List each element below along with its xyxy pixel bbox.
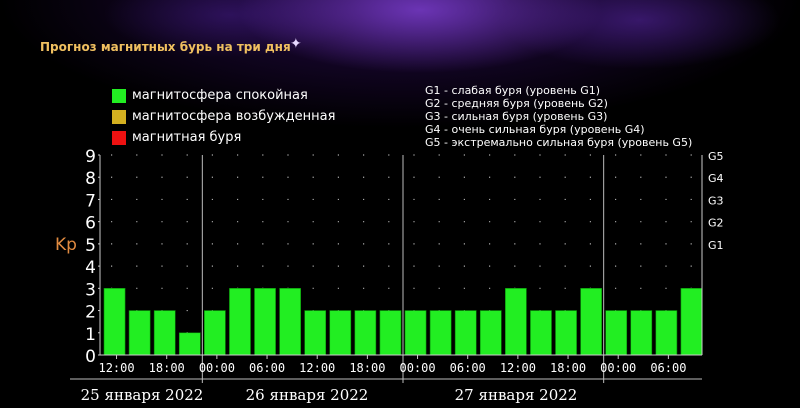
kp-bar bbox=[178, 332, 201, 356]
kp-bar bbox=[630, 310, 653, 356]
day-label: 26 января 2022 bbox=[246, 386, 369, 404]
kp-bar bbox=[354, 310, 377, 356]
storm-level-g2: G2 - средняя буря (уровень G2) bbox=[425, 97, 608, 110]
y-axis-title: Kp bbox=[55, 235, 77, 255]
legend-swatch-calm bbox=[112, 88, 126, 103]
x-tick-label: 18:00 bbox=[550, 361, 586, 375]
legend-swatch-storm bbox=[112, 130, 126, 145]
x-tick-label: 00:00 bbox=[600, 361, 636, 375]
g-level-tick-label: G2 bbox=[708, 217, 724, 230]
kp-bar bbox=[153, 310, 176, 356]
y-tick-label: 6 bbox=[85, 214, 96, 234]
g-level-tick-label: G4 bbox=[708, 172, 724, 185]
kp-bar bbox=[479, 310, 502, 356]
storm-level-g4: G4 - очень сильная буря (уровень G4) bbox=[425, 123, 645, 136]
kp-bar bbox=[505, 288, 527, 356]
kp-bar bbox=[103, 288, 126, 356]
legend-label-storm: магнитная буря bbox=[132, 130, 242, 145]
y-tick-label: 9 bbox=[85, 147, 96, 167]
g-level-tick-label: G1 bbox=[708, 239, 724, 252]
kp-bar bbox=[229, 288, 251, 356]
sparkle-icon: ✦ bbox=[290, 36, 302, 52]
kp-bar bbox=[655, 310, 678, 356]
activity-legend: магнитосфера спокойная магнитосфера возб… bbox=[112, 85, 335, 148]
y-tick-label: 2 bbox=[85, 303, 96, 323]
x-tick-label: 12:00 bbox=[98, 361, 134, 375]
legend-label-excited: магнитосфера возбужденная bbox=[132, 109, 336, 124]
page-title: Прогноз магнитных бурь на три дня bbox=[40, 40, 291, 54]
legend-item-calm: магнитосфера спокойная bbox=[112, 85, 335, 106]
y-tick-label: 0 bbox=[85, 347, 96, 367]
kp-bar bbox=[404, 310, 427, 356]
kp-bar bbox=[304, 310, 327, 356]
storm-level-g3: G3 - сильная буря (уровень G3) bbox=[425, 110, 608, 123]
y-tick-label: 3 bbox=[85, 280, 96, 300]
y-tick-label: 5 bbox=[85, 236, 96, 256]
kp-bar bbox=[605, 310, 628, 356]
storm-level-legend: G1 - слабая буря (уровень G1) G2 - средн… bbox=[425, 84, 692, 149]
legend-item-excited: магнитосфера возбужденная bbox=[112, 106, 335, 127]
kp-bar bbox=[429, 310, 452, 356]
x-tick-label: 06:00 bbox=[650, 361, 686, 375]
y-tick-label: 7 bbox=[85, 191, 96, 211]
y-tick-label: 4 bbox=[85, 258, 96, 278]
legend-swatch-excited bbox=[112, 109, 126, 124]
kp-bar bbox=[555, 310, 577, 356]
kp-bar bbox=[279, 288, 301, 356]
kp-bar bbox=[204, 310, 226, 356]
kp-bar bbox=[580, 288, 602, 356]
g-level-tick-label: G3 bbox=[708, 194, 724, 207]
kp-bar bbox=[329, 310, 352, 356]
kp-bar bbox=[254, 288, 276, 356]
x-tick-label: 00:00 bbox=[199, 361, 235, 375]
kp-bar bbox=[379, 310, 402, 356]
storm-level-g5: G5 - экстремально сильная буря (уровень … bbox=[425, 136, 693, 149]
g-level-tick-label: G5 bbox=[708, 150, 724, 163]
kp-bar bbox=[530, 310, 552, 356]
x-tick-label: 12:00 bbox=[299, 361, 335, 375]
kp-bar bbox=[128, 310, 151, 356]
storm-level-g1: G1 - слабая буря (уровень G1) bbox=[425, 84, 601, 97]
x-tick-label: 06:00 bbox=[450, 361, 486, 375]
legend-label-calm: магнитосфера спокойная bbox=[132, 88, 308, 103]
x-tick-label: 18:00 bbox=[149, 361, 185, 375]
x-tick-label: 00:00 bbox=[399, 361, 435, 375]
kp-bar bbox=[680, 288, 703, 356]
legend-item-storm: магнитная буря bbox=[112, 127, 335, 148]
x-tick-label: 18:00 bbox=[349, 361, 385, 375]
y-tick-label: 8 bbox=[85, 169, 96, 189]
kp-bar bbox=[454, 310, 477, 356]
y-tick-label: 1 bbox=[85, 325, 96, 345]
day-label: 27 января 2022 bbox=[455, 386, 578, 404]
day-label: 25 января 2022 bbox=[81, 386, 204, 404]
x-tick-label: 06:00 bbox=[249, 361, 285, 375]
x-tick-label: 12:00 bbox=[500, 361, 536, 375]
